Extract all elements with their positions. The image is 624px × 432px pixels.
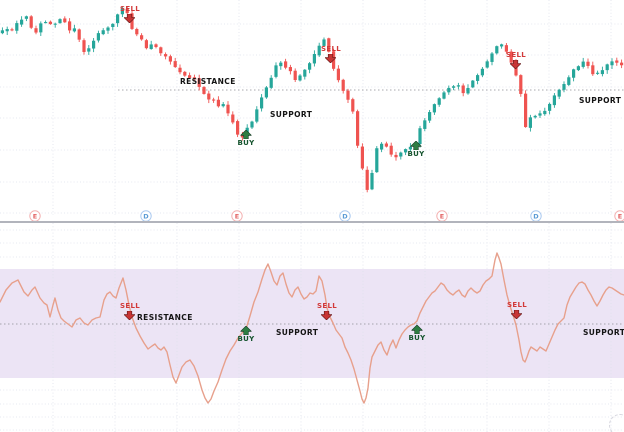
event-letter: E (235, 212, 239, 220)
event-letter: D (342, 212, 348, 220)
earnings-event-icon[interactable]: E (29, 210, 41, 222)
event-letter: E (440, 212, 444, 220)
candlesticks (0, 6, 624, 193)
oscillator-band (0, 269, 624, 378)
earnings-event-icon[interactable]: E (436, 210, 448, 222)
event-letter: D (533, 212, 539, 220)
dividend-event-icon[interactable]: D (530, 210, 542, 222)
panel-separator[interactable] (0, 221, 624, 223)
event-letter: D (143, 212, 149, 220)
dividend-event-icon[interactable]: D (140, 210, 152, 222)
earnings-event-icon[interactable]: E (614, 210, 624, 222)
event-letter: E (618, 212, 622, 220)
watermark-circle-icon (609, 414, 624, 432)
event-letter: E (33, 212, 37, 220)
earnings-event-icon[interactable]: E (231, 210, 243, 222)
dividend-event-icon[interactable]: D (339, 210, 351, 222)
oscillator-line (0, 252, 624, 404)
level-lines (0, 89, 624, 325)
